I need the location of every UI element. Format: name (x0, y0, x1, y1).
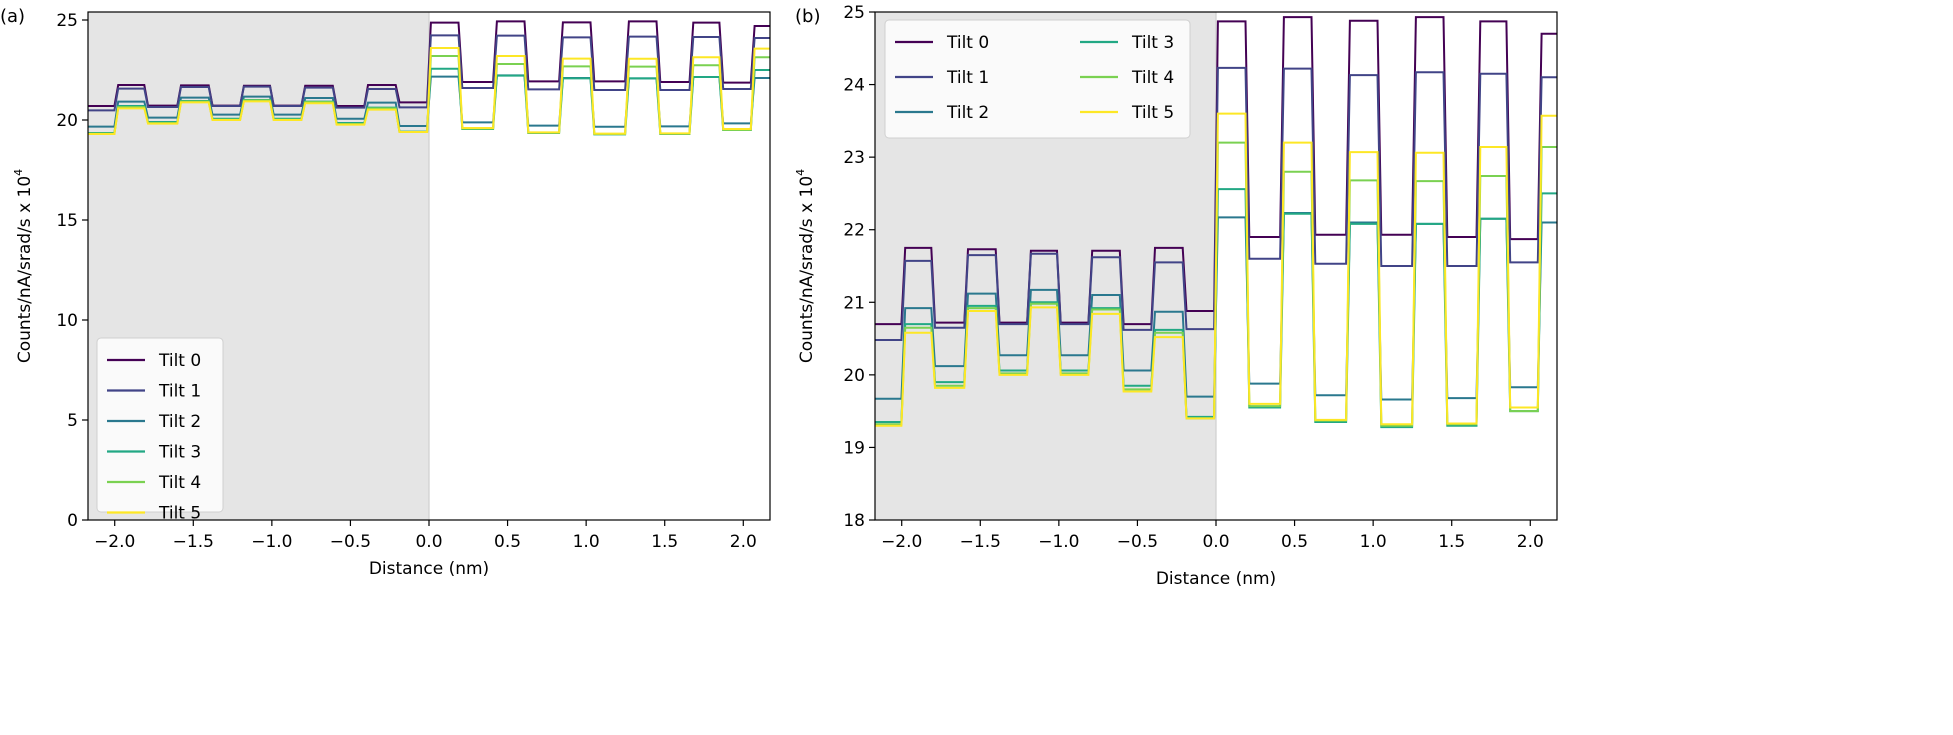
y-axis-label: Counts/nA/srad/s x 104 (12, 169, 35, 363)
y-tick-label: 15 (56, 211, 78, 231)
panel-b: −2.0 −1.5 −1.0 −0.5 0.0 0.5 1.0 1.5 2.0 18 19 20 21 2… (794, 3, 1558, 589)
legend-label-tilt-3: Tilt 3 (158, 443, 201, 463)
legend-label-tilt-5: Tilt 5 (1131, 103, 1174, 123)
y-axis-label-text: Counts/nA/srad/s x 10 (797, 176, 817, 363)
x-tick-label: −1.0 (251, 532, 292, 552)
x-tick-label: −1.5 (960, 532, 1001, 552)
y-tick-label: 23 (843, 148, 865, 168)
x-tick-label: 0.0 (415, 532, 442, 552)
y-axis-label-exponent: 4 (794, 169, 807, 176)
x-axis-label: Distance (nm) (1156, 569, 1276, 589)
y-tick-label: 10 (56, 311, 78, 331)
x-tick-label: 1.0 (573, 532, 600, 552)
y-tick-label: 19 (843, 438, 865, 458)
y-tick-label: 25 (56, 11, 78, 31)
series-group (875, 16, 1557, 429)
legend-label-tilt-1: Tilt 1 (946, 68, 989, 88)
legend: Tilt 0 Tilt 1 Tilt 2 Tilt 3 Tilt 4 Tilt 5 (96, 337, 224, 524)
legend-label-tilt-2: Tilt 2 (946, 103, 989, 123)
legend-box (96, 337, 224, 513)
legend-label-tilt-2: Tilt 2 (158, 412, 201, 432)
x-tick-label: −1.5 (173, 532, 214, 552)
legend-label-tilt-4: Tilt 4 (1131, 68, 1174, 88)
x-tick-label: 1.5 (1438, 532, 1465, 552)
x-tick-label: 2.0 (1517, 532, 1544, 552)
x-axis-label: Distance (nm) (369, 559, 489, 579)
legend-box (884, 19, 1191, 139)
x-tick-label: −2.0 (881, 532, 922, 552)
x-tick-label: −0.5 (330, 532, 371, 552)
y-tick-label: 21 (843, 293, 865, 313)
legend-label-tilt-1: Tilt 1 (158, 382, 201, 402)
y-tick-label: 0 (67, 511, 78, 531)
y-tick-label: 5 (67, 411, 78, 431)
y-tick-label: 25 (843, 3, 865, 23)
y-tick-label: 22 (843, 221, 865, 241)
legend-label-tilt-0: Tilt 0 (946, 33, 989, 53)
legend-label-tilt-3: Tilt 3 (1131, 33, 1174, 53)
legend-label-tilt-0: Tilt 0 (158, 351, 201, 371)
x-tick-label: 1.0 (1360, 532, 1387, 552)
y-tick-label: 18 (843, 511, 865, 531)
y-tick-label: 20 (56, 111, 78, 131)
x-tick-label: −2.0 (94, 532, 135, 552)
x-tick-label: 2.0 (730, 532, 757, 552)
legend-label-tilt-5: Tilt 5 (158, 504, 201, 524)
series-group (88, 20, 770, 136)
x-tick-label: 0.5 (494, 532, 521, 552)
x-tick-label: 1.5 (651, 532, 678, 552)
panel-label: (b) (795, 6, 820, 27)
x-tick-label: 0.5 (1281, 532, 1308, 552)
series-line-tilt-5 (875, 112, 1557, 427)
panel-label: (a) (0, 6, 25, 27)
x-tick-label: −0.5 (1117, 532, 1158, 552)
y-tick-label: 20 (843, 366, 865, 386)
y-axis-label-text: Counts/nA/srad/s x 10 (15, 176, 35, 363)
legend: Tilt 0 Tilt 1 Tilt 2 Tilt 3 Tilt 4 Tilt 5 (884, 19, 1191, 139)
x-tick-label: −1.0 (1038, 532, 1079, 552)
x-tick-label: 0.0 (1202, 532, 1229, 552)
y-tick-label: 24 (843, 76, 865, 96)
y-axis-label: Counts/nA/srad/s x 104 (794, 169, 817, 363)
panel-a: −2.0 −1.5 −1.0 −0.5 0.0 0.5 1.0 1.5 2.0 0 5 10 15 20 2… (0, 6, 771, 579)
series-line-tilt-5 (88, 47, 770, 135)
y-axis-label-exponent: 4 (12, 169, 25, 176)
legend-label-tilt-4: Tilt 4 (158, 473, 201, 493)
